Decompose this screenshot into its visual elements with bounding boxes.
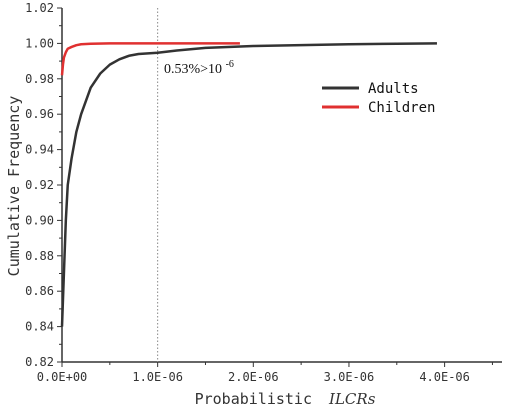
x-tick-label: 0.0E+00: [37, 370, 88, 384]
x-tick-label: 4.0E-06: [419, 370, 470, 384]
y-tick-label: 0.92: [25, 178, 54, 192]
y-axis-ticks: 0.82 0.84 0.86 0.88 0.90 0.92 0.94 0.96 0.98 1.00…: [25, 1, 62, 369]
x-axis-title: Probabilistic ILCRs: [195, 390, 376, 408]
x-axis-title-prefix: Probabilistic: [195, 390, 312, 408]
legend: Adults Children: [322, 81, 435, 116]
y-tick-label: 1.00: [25, 36, 54, 50]
annotation-text: 0.53%>10: [164, 62, 222, 77]
y-axis-title: Cumulative Frequency: [5, 96, 23, 277]
threshold-annotation: 0.53%>10 -6: [164, 59, 234, 77]
y-tick-label: 0.82: [25, 355, 54, 369]
y-tick-label: 0.88: [25, 249, 54, 263]
x-tick-label: 1.0E-06: [132, 370, 183, 384]
x-axis-ticks: 0.0E+00 1.0E-06 2.0E-06 3.0E-06 4.0E-06: [37, 362, 493, 384]
x-axis-title-italic: ILCRs: [328, 390, 376, 408]
y-tick-label: 0.86: [25, 284, 54, 298]
x-tick-label: 2.0E-06: [228, 370, 279, 384]
x-tick-label: 3.0E-06: [324, 370, 375, 384]
series-line-adults: [60, 42, 437, 327]
series-line-children: [60, 42, 240, 76]
y-tick-label: 1.02: [25, 1, 54, 15]
annotation-superscript: -6: [226, 59, 234, 70]
y-tick-label: 0.84: [25, 320, 54, 334]
y-tick-label: 0.94: [25, 143, 54, 157]
plot-frame: [61, 8, 502, 363]
legend-label-adults: Adults: [368, 81, 419, 97]
legend-label-children: Children: [368, 100, 435, 116]
series-group: [60, 42, 437, 327]
y-tick-label: 0.98: [25, 72, 54, 86]
y-tick-label: 0.90: [25, 213, 54, 227]
y-tick-label: 0.96: [25, 107, 54, 121]
